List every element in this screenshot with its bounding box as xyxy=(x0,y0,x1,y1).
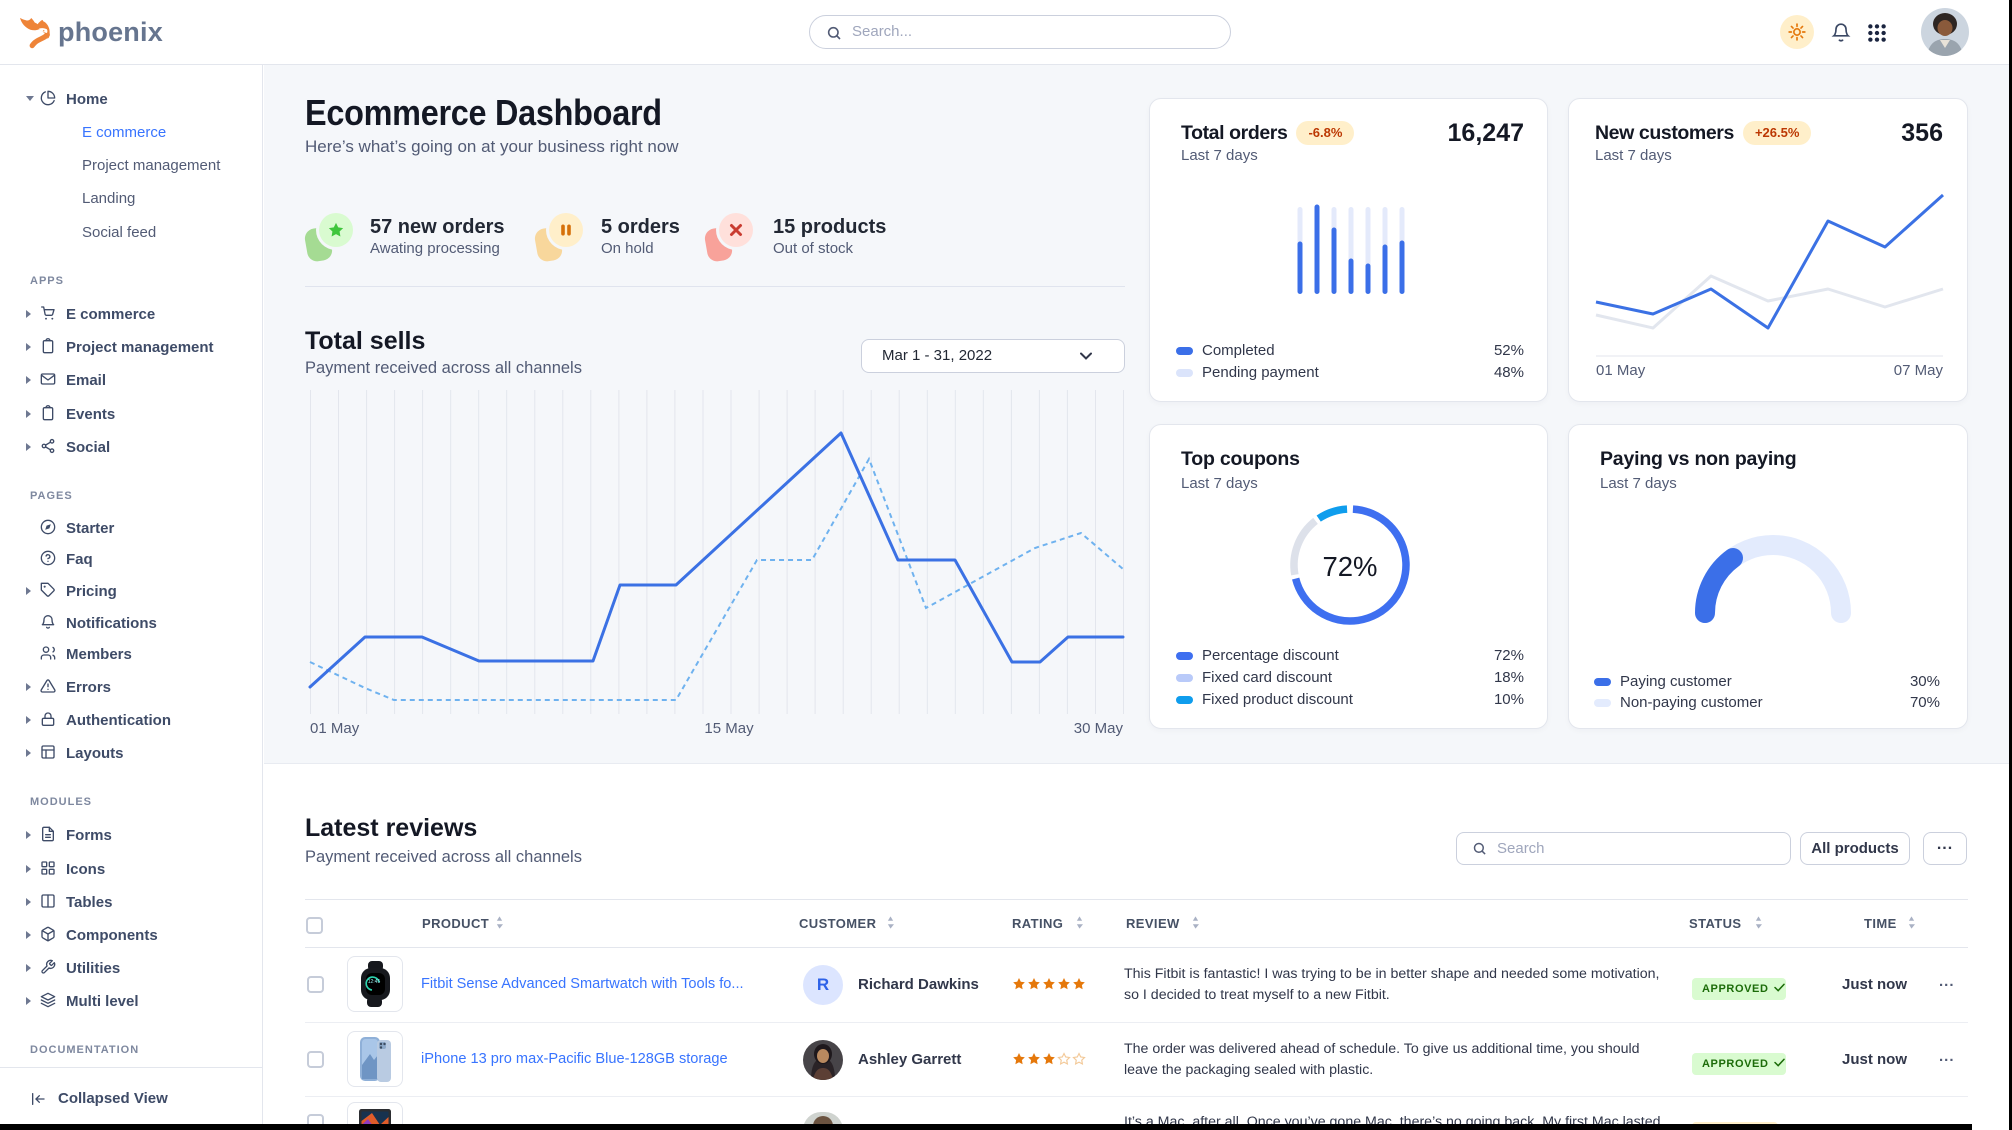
svg-text:12:45: 12:45 xyxy=(368,979,381,985)
